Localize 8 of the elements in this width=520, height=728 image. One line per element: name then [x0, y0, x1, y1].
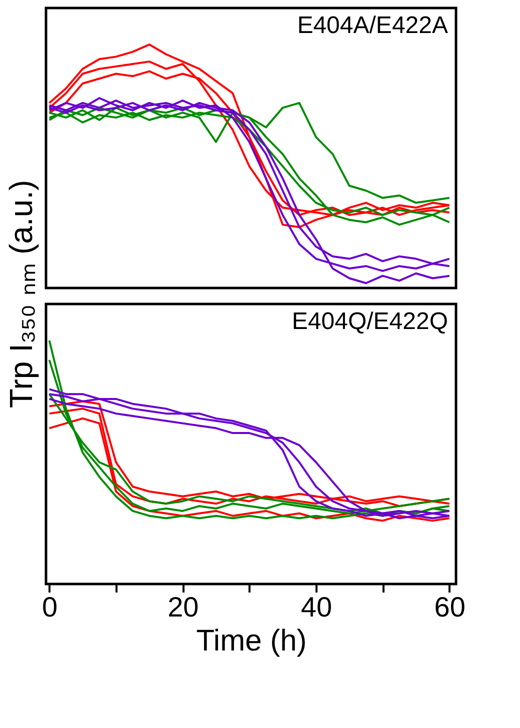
text: E404A/E422A	[297, 12, 448, 39]
x-tick-label: 0	[42, 592, 58, 622]
x-tick-label: 20	[168, 592, 199, 622]
y-axis-title: Trp I₃₅₀ ₙₘ (a.u.)	[3, 180, 39, 408]
text: E404Q/E422Q	[292, 308, 448, 335]
x-tick-label: 60	[434, 592, 466, 622]
x-tick-label: 40	[300, 592, 332, 622]
x-axis-title: Time (h)	[196, 624, 307, 658]
